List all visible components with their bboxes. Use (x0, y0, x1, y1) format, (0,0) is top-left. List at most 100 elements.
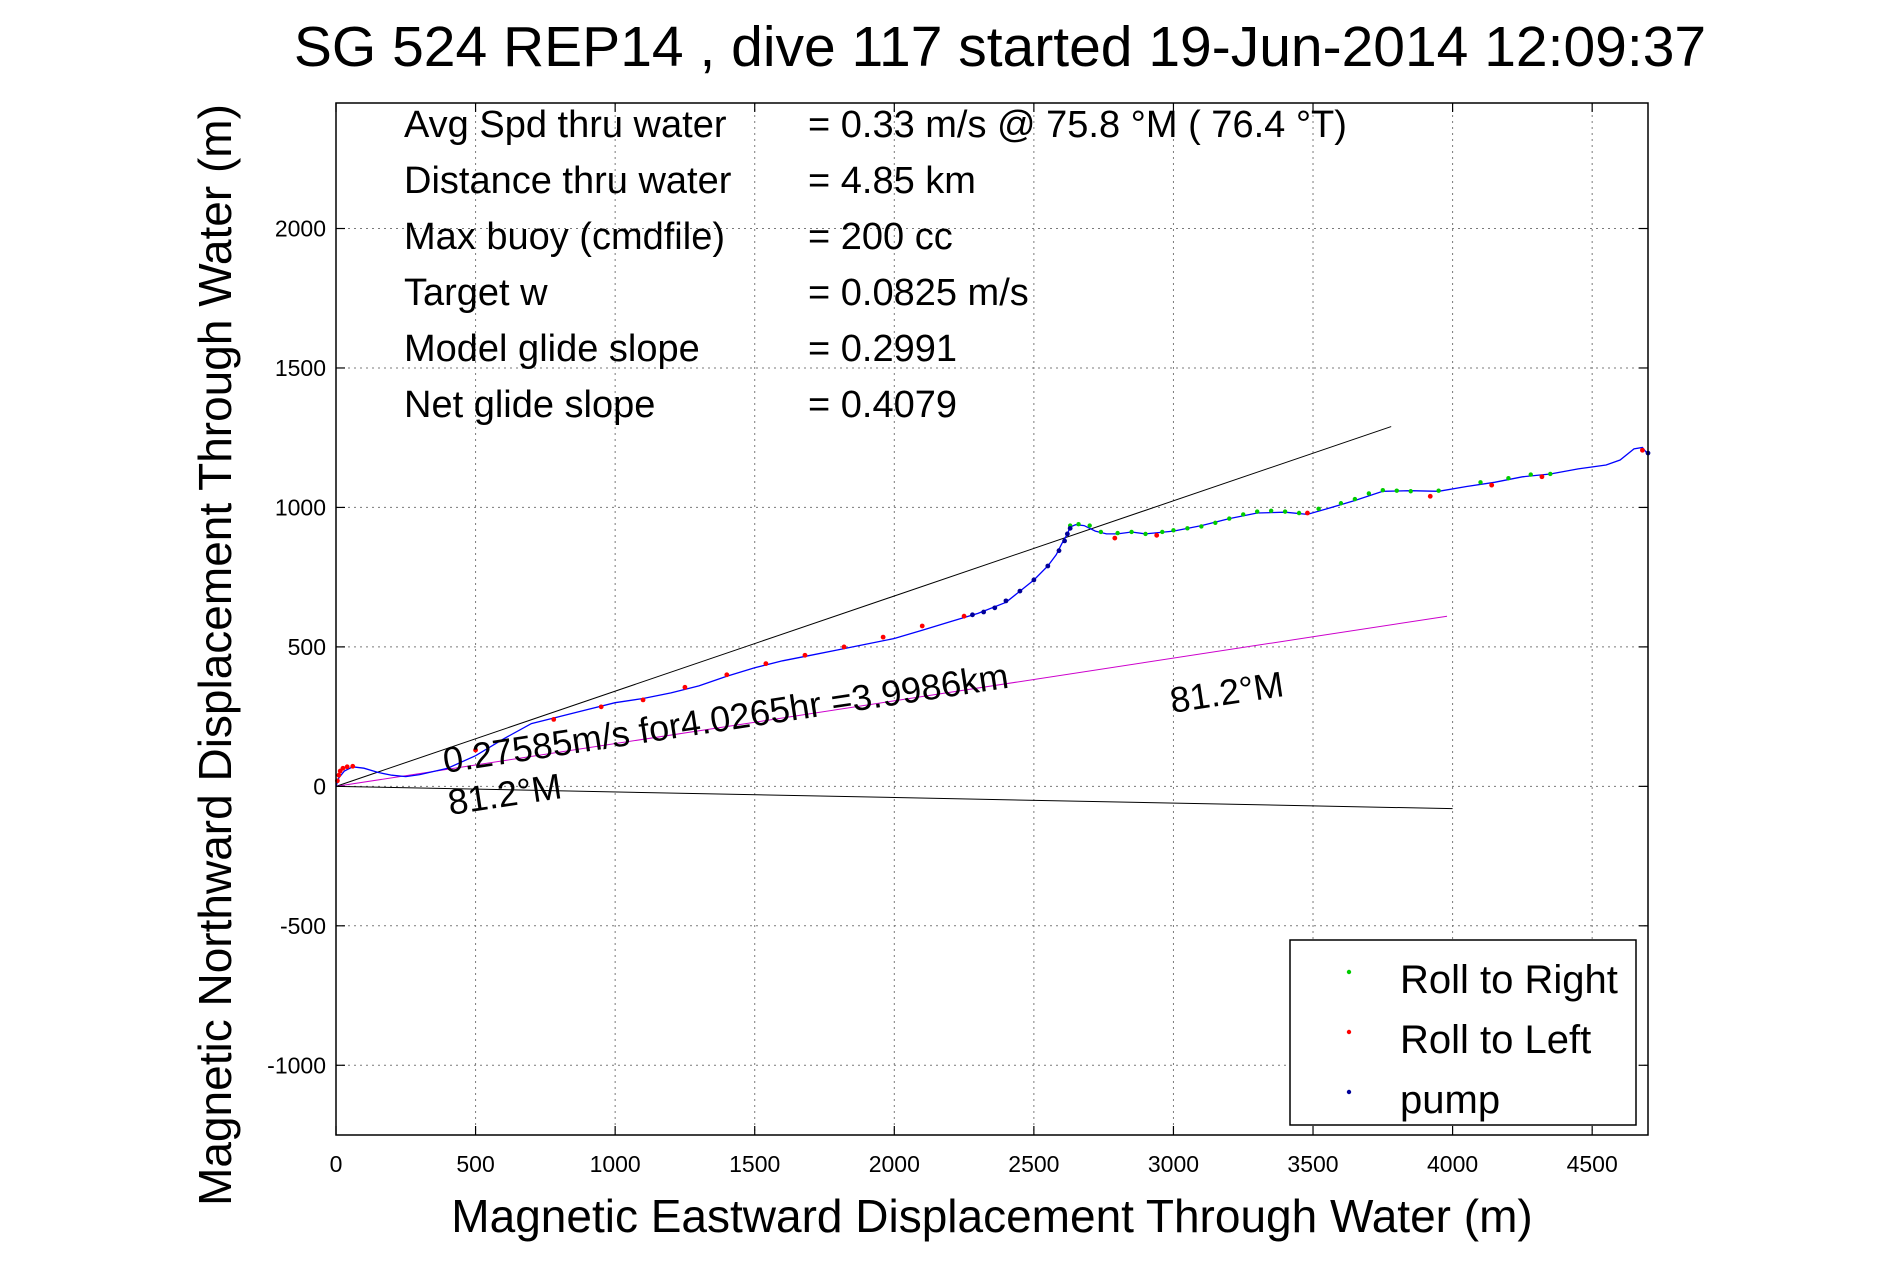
legend-label-roll-left: Roll to Left (1400, 1018, 1591, 1062)
x-tick-label: 3500 (1287, 1151, 1338, 1177)
roll-right-point (1185, 526, 1190, 531)
reference-line (335, 426, 1392, 787)
info-label-target-w: Target w (404, 272, 548, 314)
roll-left-point (961, 613, 967, 619)
x-tick-label: 1500 (729, 1151, 780, 1177)
reference-lines (335, 426, 1453, 810)
roll-right-point (1143, 531, 1148, 537)
x-tick-label: 500 (456, 1151, 494, 1177)
roll-left-point (724, 672, 730, 678)
pump-point (1003, 598, 1009, 604)
y-tick-label: 1000 (275, 494, 326, 520)
plot-area-frame (335, 102, 1649, 1136)
roll-right-point (1394, 488, 1399, 493)
track-line (335, 446, 1649, 787)
roll-right-point (1213, 520, 1218, 525)
roll-right-point (1352, 496, 1358, 502)
roll-left-point (841, 644, 847, 650)
roll-right-point (1199, 524, 1204, 529)
roll-right-point (1366, 491, 1372, 496)
info-value-max-buoy: = 200 cc (808, 216, 953, 258)
roll-right-point (1087, 523, 1092, 528)
y-axis-ticks: -1000 -500 0 500 1000 1500 2000 (267, 216, 1648, 1078)
roll-right-point (1478, 480, 1483, 485)
pump-point (1056, 548, 1062, 554)
roll-right-point (1380, 487, 1386, 493)
pump-point (981, 609, 987, 615)
roll-left-point (1305, 510, 1310, 516)
y-tick-label: 500 (288, 634, 326, 660)
pump-point (1062, 538, 1067, 544)
chart-title: SG 524 REP14 , dive 117 started 19-Jun-2… (294, 15, 1706, 79)
y-tick-label: 2000 (275, 216, 326, 242)
legend-marker-pump (1346, 1089, 1352, 1095)
roll-right-point (1316, 506, 1321, 512)
roll-right-point (1160, 529, 1165, 535)
roll-right-point (1528, 472, 1533, 477)
legend-label-roll-right: Roll to Right (1400, 958, 1618, 1002)
roll-left-point (473, 747, 478, 753)
roll-left-point (802, 652, 808, 658)
y-tick-label: -500 (280, 913, 326, 939)
pump-point (1017, 588, 1023, 594)
x-tick-label: 3000 (1148, 1151, 1199, 1177)
pump-point (970, 612, 975, 618)
roll-right-point (1254, 509, 1260, 514)
roll-right-point (1338, 501, 1344, 506)
roll-left-point (1112, 535, 1118, 541)
roll-right-point (1171, 528, 1176, 533)
info-label-avg-speed: Avg Spd thru water (404, 104, 727, 146)
info-label-max-buoy: Max buoy (cmdfile) (404, 216, 725, 258)
roll-right-point (1506, 475, 1511, 481)
roll-left-point (551, 717, 557, 722)
info-label-distance: Distance thru water (404, 160, 732, 202)
info-value-target-w: = 0.0825 m/s (808, 272, 1029, 314)
x-tick-label: 2500 (1008, 1151, 1059, 1177)
roll-left-point (340, 765, 346, 771)
roll-left-point (1427, 493, 1433, 499)
roll-left-point (598, 704, 604, 710)
info-value-net-glide: = 0.4079 (808, 384, 957, 426)
roll-left-point (344, 764, 350, 770)
x-tick-label: 1000 (590, 1151, 641, 1177)
roll-left-point (640, 697, 646, 703)
pump-point (1064, 531, 1070, 537)
legend: Roll to Right Roll to Left pump (1289, 939, 1637, 1126)
info-label-net-glide: Net glide slope (404, 384, 655, 426)
roll-right-point (1129, 529, 1134, 535)
roll-right-point (1436, 488, 1441, 493)
info-value-model-glide: = 0.2991 (808, 328, 957, 370)
roll-right-point (1227, 516, 1232, 521)
pump-point (1031, 577, 1037, 583)
roll-right-point (1548, 471, 1553, 477)
y-axis-label: Magnetic Northward Displacement Through … (189, 104, 241, 1206)
x-tick-label: 2000 (869, 1151, 920, 1177)
roll-left-point (763, 661, 769, 667)
pump-point (1067, 525, 1073, 531)
roll-right-point (1115, 530, 1120, 536)
x-axis-ticks: 0 500 1000 1500 2000 2500 3000 3500 4000 4500 (330, 103, 1618, 1177)
legend-marker-roll-left (1346, 1029, 1352, 1035)
roll-right-point (1098, 529, 1104, 535)
roll-left-point (682, 684, 688, 690)
track (335, 446, 1649, 787)
pump-point (992, 605, 998, 611)
y-tick-label: 0 (313, 773, 326, 799)
reference-line (335, 785, 1453, 810)
y-tick-label: 1500 (275, 355, 326, 381)
pump-point (1045, 563, 1051, 569)
roll-left-point (1539, 474, 1545, 480)
roll-right-point (1408, 489, 1413, 494)
x-tick-label: 4000 (1427, 1151, 1478, 1177)
roll-left-point (880, 634, 886, 640)
legend-marker-roll-right (1346, 969, 1352, 975)
roll-left-point (1154, 532, 1160, 538)
roll-left-point (1489, 482, 1495, 488)
x-axis-label: Magnetic Eastward Displacement Through W… (451, 1190, 1532, 1242)
roll-right-point (1076, 521, 1081, 527)
reference-line (335, 615, 1448, 787)
info-value-avg-speed: = 0.33 m/s @ 75.8 °M ( 76.4 °T) (808, 104, 1347, 146)
roll-left-point (1640, 447, 1645, 453)
roll-left-point (919, 623, 925, 629)
